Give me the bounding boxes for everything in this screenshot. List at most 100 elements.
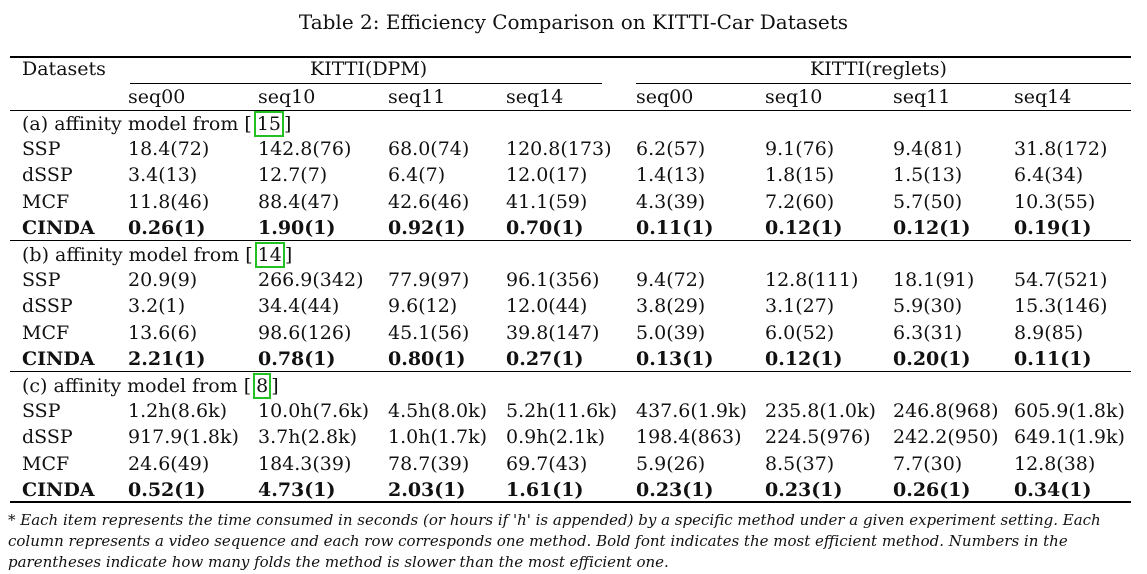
table-cell: 1.5(13) xyxy=(893,164,963,187)
table-cell: 9.4(72) xyxy=(636,269,706,292)
citation-link[interactable]: 14 xyxy=(254,242,285,268)
method-label: CINDA xyxy=(22,347,95,370)
group-underline-dpm xyxy=(130,83,602,84)
sequence-header: seq11 xyxy=(388,86,446,108)
table-cell: 0.13(1) xyxy=(636,347,714,370)
table-cell: 15.3(146) xyxy=(1014,295,1108,318)
table-cell: 4.3(39) xyxy=(636,190,706,213)
section-title: (c) affinity model from [8] xyxy=(22,373,279,399)
table-cell: 0.12(1) xyxy=(893,216,971,239)
table-cell: 142.8(76) xyxy=(258,138,352,161)
method-label: SSP xyxy=(22,269,61,292)
section-title-text: (a) affinity model from [ xyxy=(22,113,252,135)
section-title-close: ] xyxy=(284,244,293,266)
method-label: CINDA xyxy=(22,478,95,501)
table-cell: 437.6(1.9k) xyxy=(636,400,747,423)
table-cell: 9.6(12) xyxy=(388,295,458,318)
sequence-header: seq10 xyxy=(765,86,823,108)
table-cell: 41.1(59) xyxy=(506,190,588,213)
table-cell: 6.4(34) xyxy=(1014,164,1084,187)
section-title: (a) affinity model from [15] xyxy=(22,111,291,137)
table-cell: 3.7h(2.8k) xyxy=(258,426,358,449)
table-cell: 88.4(47) xyxy=(258,190,340,213)
table-cell: 235.8(1.0k) xyxy=(765,400,876,423)
table-cell: 0.23(1) xyxy=(765,478,843,501)
table-cell: 0.26(1) xyxy=(893,478,971,501)
table-cell: 0.23(1) xyxy=(636,478,714,501)
table-cell: 0.20(1) xyxy=(893,347,971,370)
table-cell: 8.9(85) xyxy=(1014,321,1084,344)
table-cell: 0.34(1) xyxy=(1014,478,1092,501)
table-cell: 7.2(60) xyxy=(765,190,835,213)
section-b-rule xyxy=(10,240,1131,241)
table-cell: 0.26(1) xyxy=(128,216,206,239)
table-cell: 3.2(1) xyxy=(128,295,186,318)
table-cell: 0.19(1) xyxy=(1014,216,1092,239)
table-cell: 917.9(1.8k) xyxy=(128,426,239,449)
sequence-header: seq10 xyxy=(258,86,316,108)
table-cell: 649.1(1.9k) xyxy=(1014,426,1125,449)
table-cell: 12.7(7) xyxy=(258,164,328,187)
table-cell: 5.9(26) xyxy=(636,452,706,475)
table-cell: 42.6(46) xyxy=(388,190,470,213)
header-rule xyxy=(10,110,1131,111)
method-label: dSSP xyxy=(22,164,73,187)
table-caption: Table 2: Efficiency Comparison on KITTI-… xyxy=(298,10,849,34)
group-header-dpm: KITTI(DPM) xyxy=(310,58,428,80)
group-underline-reglets xyxy=(636,83,1131,84)
method-label: dSSP xyxy=(22,295,73,318)
table-cell: 0.9h(2.1k) xyxy=(506,426,606,449)
sequence-header: seq00 xyxy=(636,86,694,108)
table-cell: 3.8(29) xyxy=(636,295,706,318)
table-cell: 13.6(6) xyxy=(128,321,198,344)
table-cell: 3.1(27) xyxy=(765,295,835,318)
table-cell: 24.6(49) xyxy=(128,452,210,475)
table-cell: 1.61(1) xyxy=(506,478,584,501)
table-cell: 0.92(1) xyxy=(388,216,466,239)
table-cell: 34.4(44) xyxy=(258,295,340,318)
table-cell: 6.4(7) xyxy=(388,164,446,187)
sequence-header: seq14 xyxy=(506,86,564,108)
table-cell: 12.0(44) xyxy=(506,295,588,318)
table-cell: 69.7(43) xyxy=(506,452,588,475)
table-cell: 5.9(30) xyxy=(893,295,963,318)
section-title: (b) affinity model from [14] xyxy=(22,242,292,268)
table-cell: 20.9(9) xyxy=(128,269,198,292)
table-cell: 0.52(1) xyxy=(128,478,206,501)
table-cell: 98.6(126) xyxy=(258,321,352,344)
method-label: MCF xyxy=(22,190,70,213)
table-cell: 1.4(13) xyxy=(636,164,706,187)
table-cell: 184.3(39) xyxy=(258,452,352,475)
section-title-close: ] xyxy=(284,113,292,135)
table-cell: 605.9(1.8k) xyxy=(1014,400,1125,423)
table-cell: 0.78(1) xyxy=(258,347,336,370)
table-cell: 266.9(342) xyxy=(258,269,364,292)
sequence-header: seq14 xyxy=(1014,86,1072,108)
table-cell: 1.90(1) xyxy=(258,216,336,239)
table-cell: 0.80(1) xyxy=(388,347,466,370)
table-cell: 8.5(37) xyxy=(765,452,835,475)
table-cell: 6.3(31) xyxy=(893,321,963,344)
table-cell: 0.12(1) xyxy=(765,216,843,239)
table-cell: 0.70(1) xyxy=(506,216,584,239)
table-cell: 18.1(91) xyxy=(893,269,975,292)
section-c-rule xyxy=(10,371,1131,372)
citation-link[interactable]: 15 xyxy=(253,111,285,137)
method-label: CINDA xyxy=(22,216,95,239)
table-cell: 10.3(55) xyxy=(1014,190,1096,213)
table-cell: 1.8(15) xyxy=(765,164,835,187)
table-cell: 3.4(13) xyxy=(128,164,198,187)
table-cell: 31.8(172) xyxy=(1014,138,1108,161)
table-cell: 54.7(521) xyxy=(1014,269,1108,292)
table-cell: 246.8(968) xyxy=(893,400,999,423)
table-cell: 4.73(1) xyxy=(258,478,336,501)
method-label: SSP xyxy=(22,400,61,423)
table-cell: 7.7(30) xyxy=(893,452,963,475)
method-label: SSP xyxy=(22,138,61,161)
table-cell: 2.03(1) xyxy=(388,478,466,501)
table-cell: 0.27(1) xyxy=(506,347,584,370)
table-cell: 10.0h(7.6k) xyxy=(258,400,370,423)
table-cell: 11.8(46) xyxy=(128,190,210,213)
citation-link[interactable]: 8 xyxy=(253,373,272,399)
table-cell: 9.4(81) xyxy=(893,138,963,161)
